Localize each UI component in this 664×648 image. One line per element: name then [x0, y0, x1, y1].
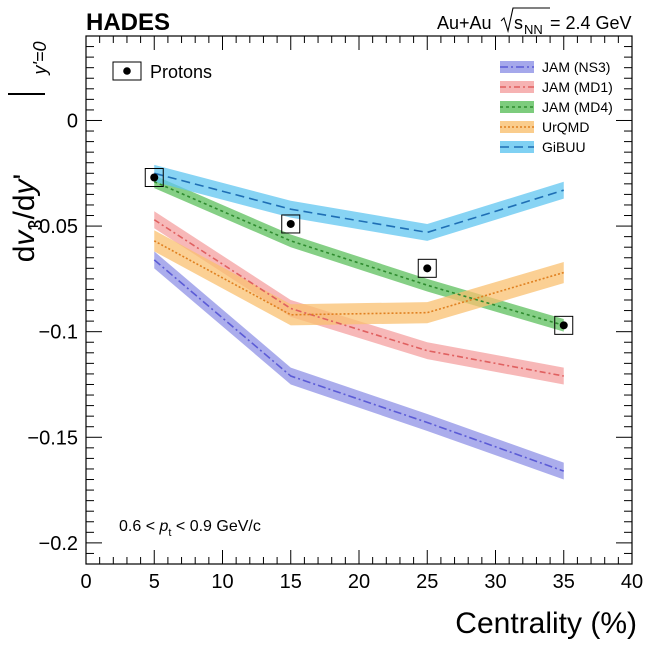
legend-data-entry: Protons — [112, 61, 212, 82]
legend-label-jam-ns3: JAM (NS3) — [542, 59, 610, 75]
y-tick-label: −0.15 — [27, 427, 78, 449]
y-title-v: v — [8, 229, 41, 246]
line-gibuu — [154, 172, 564, 234]
band-jam-md1 — [154, 211, 564, 385]
x-tick-label: 15 — [280, 571, 302, 593]
model-lines — [153, 172, 565, 472]
line-urqmd — [153, 240, 564, 316]
pt-annotation-p: p — [158, 518, 168, 535]
line-jam-md4 — [153, 180, 564, 327]
legend-label-jam-md4: JAM (MD4) — [542, 99, 613, 115]
sqrt-symbol-icon — [500, 7, 550, 34]
y-tick-label: −0.1 — [39, 322, 78, 344]
x-tick-label: 35 — [553, 571, 575, 593]
data-point — [423, 264, 432, 273]
pt-annotation-prefix: 0.6 < — [119, 518, 159, 535]
y-title-y: y — [8, 177, 41, 196]
x-tick-label: 10 — [211, 571, 233, 593]
y-title-eval-sub-text: y'=0 — [30, 42, 50, 77]
model-bands — [154, 164, 564, 480]
system-text: Au+Au — [437, 13, 492, 33]
data-point-box — [144, 168, 164, 188]
legend-label-jam-md1: JAM (MD1) — [542, 79, 613, 95]
y-tick-label: 0 — [67, 110, 78, 132]
data-point-box — [281, 214, 301, 234]
band-urqmd — [154, 230, 564, 326]
x-tick-label: 30 — [484, 571, 506, 593]
line-jam-ns3 — [153, 259, 565, 472]
x-tick-label: 40 — [621, 571, 643, 593]
legend-swatch-jam-md4 — [500, 101, 534, 113]
pt-annotation: 0.6 < pt < 0.9 GeV/c — [119, 518, 261, 539]
x-tick-label: 0 — [80, 571, 91, 593]
y-title-sub3: 3 — [25, 219, 47, 230]
system-label: Au+Au s NN = 2.4 GeV — [437, 7, 632, 37]
y-axis-title: dv3/dy' — [8, 174, 47, 263]
legend-data-marker-dot — [123, 67, 131, 75]
data-point — [286, 219, 295, 228]
plot-frame — [85, 35, 633, 565]
x-tick-label: 5 — [149, 571, 160, 593]
svg-text:dv3/dy': dv3/dy' — [8, 174, 47, 263]
legend-label-gibuu: GiBUU — [542, 139, 586, 155]
x-tick-label: 25 — [416, 571, 438, 593]
legend-label-urqmd: UrQMD — [542, 119, 589, 135]
system-sqrt-sub: NN — [524, 22, 543, 37]
axes: 0 5 10 15 20 25 30 35 40 0 −0.05 −0.1 −0.15 −0.2 — [27, 35, 643, 593]
x-axis-title: Centrality (%) — [455, 607, 637, 640]
x-tick-label: 20 — [348, 571, 370, 593]
data-point — [150, 173, 159, 182]
data-point — [559, 321, 568, 330]
band-jam-ns3 — [154, 251, 564, 480]
legend-models: JAM (NS3) JAM (MD1) JAM (MD4) UrQMD GiBUU — [500, 59, 613, 155]
system-energy: = 2.4 GeV — [550, 13, 632, 33]
y-tick-label: −0.05 — [27, 216, 78, 238]
y-title-eval-sub: y'=0 — [30, 42, 50, 77]
pt-annotation-suffix: < 0.9 GeV/c — [171, 518, 260, 535]
y-title-d: d — [8, 246, 41, 263]
legend-data-marker-box — [112, 61, 142, 81]
legend-data-label: Protons — [150, 62, 212, 82]
system-sqrt-s: s — [514, 13, 523, 33]
y-title-slash-d: /d — [8, 194, 41, 219]
data-point-box — [554, 315, 574, 335]
y-tick-label: −0.2 — [39, 533, 78, 555]
line-jam-md1 — [153, 219, 564, 377]
pt-annotation-sub: t — [168, 527, 171, 539]
y-title-prime: ' — [8, 174, 41, 180]
data-points — [144, 168, 574, 335]
experiment-label: HADES — [86, 9, 170, 36]
data-point-box — [417, 258, 437, 278]
